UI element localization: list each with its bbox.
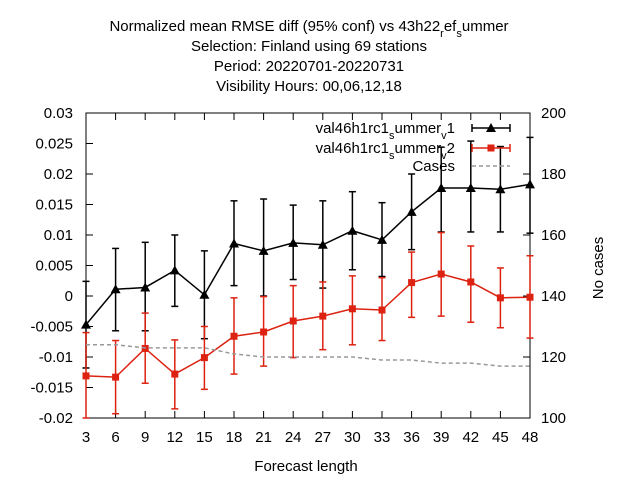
data-point: [348, 305, 356, 313]
y2-axis-label: No cases: [590, 237, 607, 300]
y-tick-label: 0.02: [44, 166, 73, 183]
x-axis-label: Forecast length: [254, 458, 357, 475]
series-cases: [86, 344, 530, 367]
x-tick-label: 42: [462, 429, 479, 446]
y2-tick-label: 120: [541, 349, 566, 366]
data-point: [436, 183, 447, 193]
x-tick-label: 15: [196, 429, 213, 446]
x-tick-label: 30: [344, 429, 361, 446]
data-point: [319, 312, 327, 320]
y-tick-label: 0.03: [44, 105, 73, 122]
data-point: [496, 294, 504, 302]
y-tick-label: -0.02: [39, 410, 73, 427]
title-line: Normalized mean RMSE diff (95% conf) vs …: [109, 18, 508, 40]
x-axis-ticks: 3 6 9 12 15 18 21 24 27 30 33 36 39 42 45 48: [82, 113, 539, 446]
data-point: [495, 184, 506, 194]
y2-tick-label: 160: [541, 227, 566, 244]
data-point: [526, 293, 534, 301]
chart-series: [81, 136, 535, 419]
legend-label: val46h1rc1summerv1: [316, 120, 455, 142]
x-tick-label: 9: [141, 429, 149, 446]
data-point: [110, 284, 121, 294]
x-tick-label: 48: [522, 429, 539, 446]
x-tick-label: 27: [314, 429, 331, 446]
data-point: [467, 278, 475, 286]
x-tick-label: 33: [374, 429, 391, 446]
x-tick-label: 45: [492, 429, 509, 446]
y-tick-label: -0.005: [30, 319, 73, 336]
y-tick-label: 0.005: [35, 258, 73, 275]
y-tick-label: -0.01: [39, 349, 73, 366]
x-tick-label: 21: [255, 429, 272, 446]
data-point: [465, 183, 476, 193]
series-line: [86, 344, 530, 367]
data-point: [487, 144, 495, 152]
y-tick-label: -0.015: [30, 380, 73, 397]
data-point: [317, 239, 328, 249]
data-point: [258, 245, 269, 255]
data-point: [82, 372, 90, 380]
data-point: [437, 270, 445, 278]
series-line: [85, 273, 531, 378]
data-point: [486, 123, 496, 132]
data-point: [260, 328, 268, 336]
data-point: [230, 332, 238, 340]
y2-axis-ticks: 100 120 140 160 180 200: [523, 105, 566, 427]
data-point: [525, 179, 535, 189]
data-point: [378, 306, 386, 314]
data-point: [229, 238, 239, 248]
data-point: [408, 279, 416, 287]
x-tick-label: 39: [433, 429, 450, 446]
y-tick-label: 0.01: [44, 227, 73, 244]
plot-border: [85, 112, 531, 419]
x-tick-label: 24: [285, 429, 302, 446]
title-line: Selection: Finland using 69 stations: [191, 38, 427, 55]
data-point: [171, 370, 179, 378]
data-point: [140, 282, 151, 292]
title-line: Period: 20220701-20220731: [214, 58, 404, 75]
data-point: [81, 319, 91, 329]
x-tick-label: 3: [82, 429, 90, 446]
chart-title: Normalized mean RMSE diff (95% conf) vs …: [109, 18, 508, 95]
x-tick-label: 36: [403, 429, 420, 446]
series-val46h1rc1-summer-v2: [82, 231, 534, 419]
y-tick-label: 0: [65, 288, 73, 305]
y2-tick-label: 200: [541, 105, 566, 122]
y-tick-label: 0.025: [35, 136, 73, 153]
data-point: [288, 237, 299, 247]
plot-frame: [85, 112, 531, 419]
x-tick-label: 6: [111, 429, 119, 446]
legend-label: Cases: [412, 158, 455, 175]
y-tick-label: 0.015: [35, 197, 73, 214]
data-point: [169, 265, 180, 275]
data-point: [289, 317, 297, 325]
x-tick-label: 18: [226, 429, 243, 446]
title-line: Visibility Hours: 00,06,12,18: [216, 78, 402, 95]
data-point: [199, 289, 210, 299]
data-point: [377, 234, 387, 244]
y2-tick-label: 180: [541, 166, 566, 183]
series-val46h1rc1-summer-v1: [81, 136, 535, 369]
y2-tick-label: 140: [541, 288, 566, 305]
data-point: [112, 373, 120, 381]
y2-tick-label: 100: [541, 410, 566, 427]
y-axis-ticks: -0.02 -0.015 -0.01 -0.005 0 0.005 0.01 0.015 0.0…: [30, 105, 93, 427]
data-point: [200, 354, 208, 362]
legend: val46h1rc1summerv1val46h1rc1summerv2Case…: [316, 120, 511, 175]
legend-label: val46h1rc1summerv2: [316, 140, 455, 162]
x-tick-label: 12: [166, 429, 183, 446]
data-point: [406, 206, 417, 216]
data-point: [347, 225, 358, 235]
series-line: [85, 183, 531, 326]
